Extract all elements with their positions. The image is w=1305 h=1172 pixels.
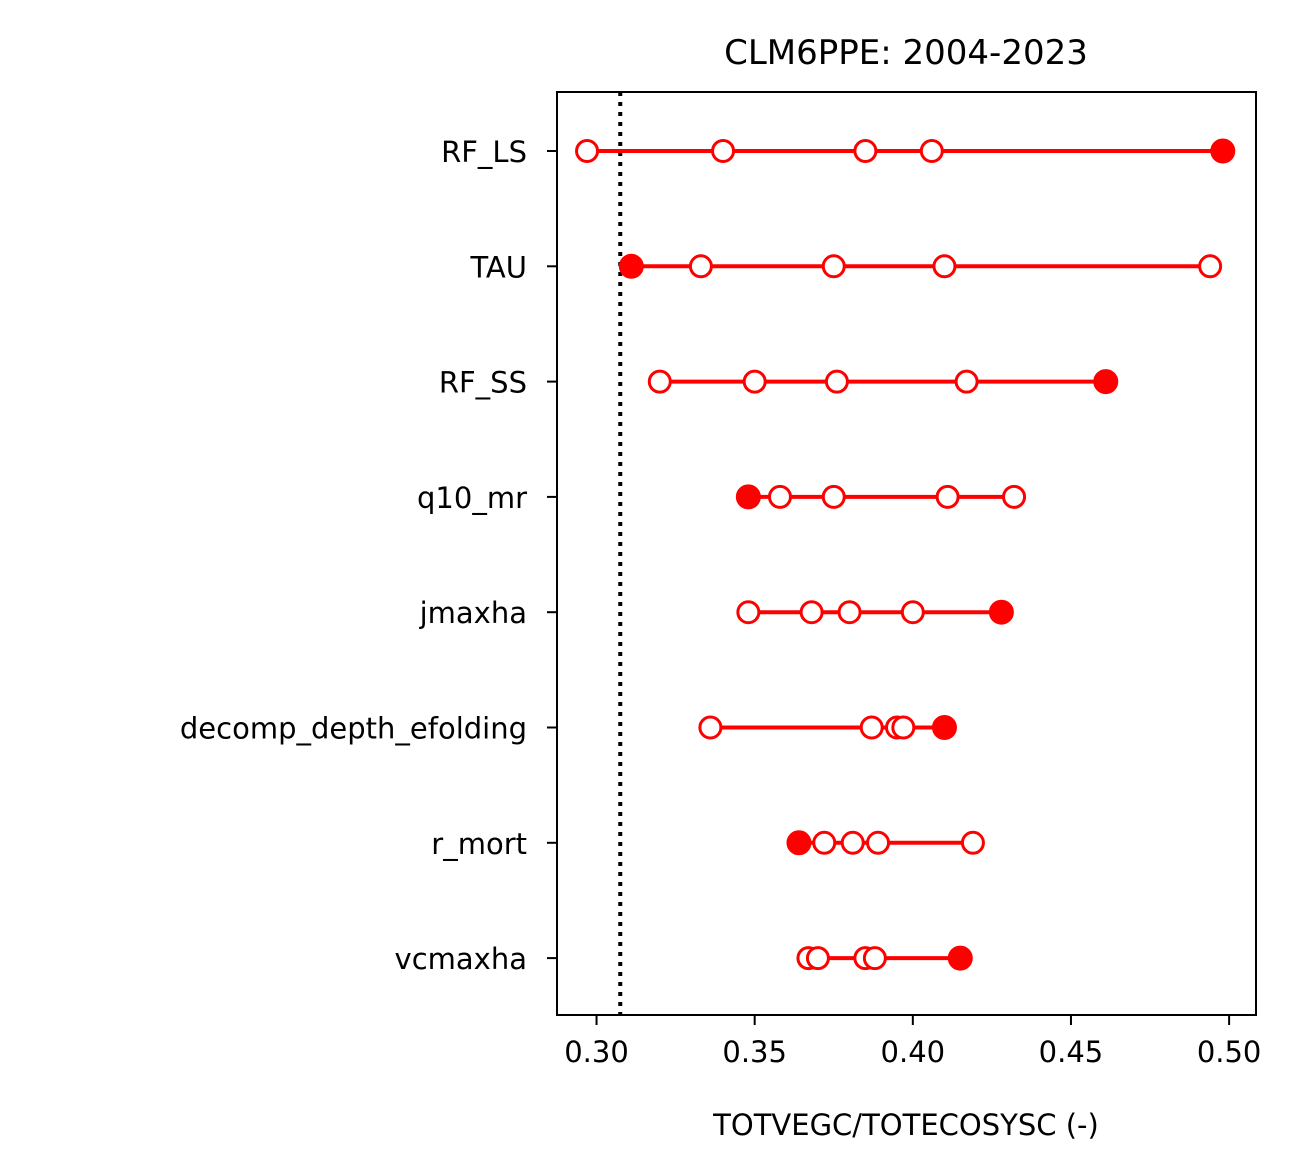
open-marker <box>935 484 960 509</box>
filled-marker <box>1210 138 1236 164</box>
filled-marker <box>735 484 761 510</box>
series-row-RF_SS <box>647 369 1119 395</box>
x-tick-label: 0.35 <box>722 1035 787 1069</box>
open-marker <box>805 946 830 971</box>
open-marker <box>688 254 713 279</box>
series-row-r_mort <box>786 830 985 856</box>
open-marker <box>853 139 878 163</box>
plot-frame <box>556 91 1257 1016</box>
y-tick-label: vcmaxha <box>395 942 527 976</box>
series-row-jmaxha <box>736 599 1014 625</box>
x-tick-label: 0.50 <box>1197 1035 1262 1069</box>
open-marker <box>575 139 600 163</box>
open-marker <box>866 830 891 855</box>
y-tick-label: r_mort <box>431 827 527 861</box>
y-tick-label: decomp_depth_efolding <box>180 712 527 746</box>
open-marker <box>919 139 944 163</box>
x-axis-label: TOTVEGC/TOTECOSYSC (-) <box>712 1108 1099 1142</box>
open-marker <box>840 830 865 855</box>
series-row-TAU <box>618 253 1223 279</box>
open-marker <box>824 369 849 394</box>
open-marker <box>960 830 985 855</box>
open-marker <box>859 715 884 740</box>
chart-title: CLM6PPE: 2004-2023 <box>724 33 1088 73</box>
open-marker <box>647 369 672 394</box>
filled-marker <box>618 253 644 279</box>
filled-marker <box>1093 369 1119 395</box>
x-tick-label: 0.40 <box>881 1035 946 1069</box>
filled-marker <box>988 599 1014 625</box>
open-marker <box>812 830 837 855</box>
x-axis: 0.30 0.35 0.40 0.45 0.50 <box>564 1015 1261 1069</box>
open-marker <box>821 254 846 279</box>
open-marker <box>932 254 957 279</box>
open-marker <box>736 600 761 625</box>
open-marker <box>837 600 862 625</box>
series-row-vcmaxha <box>796 945 973 971</box>
x-tick-label: 0.30 <box>564 1035 629 1069</box>
open-marker <box>954 369 979 394</box>
filled-marker <box>931 715 957 740</box>
y-tick-label: RF_LS <box>441 135 527 169</box>
filled-marker <box>947 945 973 971</box>
filled-marker <box>786 830 812 856</box>
x-tick-label: 0.45 <box>1039 1035 1104 1069</box>
series-row-RF_LS <box>575 138 1236 164</box>
open-marker <box>1002 484 1027 509</box>
open-marker <box>821 484 846 509</box>
open-marker <box>1198 254 1223 279</box>
y-tick-label: RF_SS <box>439 366 527 400</box>
open-marker <box>767 484 792 509</box>
open-marker <box>891 715 916 740</box>
series-row-q10_mr <box>735 484 1027 510</box>
open-marker <box>698 715 723 740</box>
open-marker <box>742 369 767 394</box>
open-marker <box>900 600 925 625</box>
open-marker <box>862 946 887 971</box>
series-row-decomp_depth_efolding <box>698 715 957 740</box>
y-tick-label: TAU <box>469 250 527 284</box>
plot-layer <box>575 92 1236 1015</box>
open-marker <box>711 139 736 163</box>
y-tick-label: q10_mr <box>417 481 527 515</box>
y-tick-label: jmaxha <box>419 596 527 630</box>
open-marker <box>799 600 824 625</box>
